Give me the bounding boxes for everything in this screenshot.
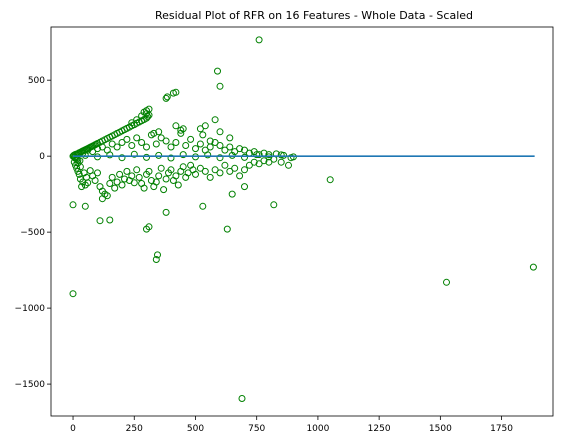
data-point xyxy=(164,94,170,100)
data-point xyxy=(200,203,206,209)
data-point xyxy=(217,143,223,149)
data-point xyxy=(188,136,194,142)
data-point xyxy=(183,143,189,149)
data-point xyxy=(271,202,277,208)
x-tick-label: 1750 xyxy=(490,424,513,434)
y-tick-label: 500 xyxy=(28,76,45,86)
data-point xyxy=(227,144,233,150)
x-tick-label: 250 xyxy=(126,424,143,434)
data-point xyxy=(193,146,199,152)
data-point xyxy=(222,162,228,168)
data-point xyxy=(112,185,118,191)
data-point xyxy=(173,123,179,129)
x-tick-label: 1250 xyxy=(368,424,391,434)
data-point xyxy=(229,191,235,197)
data-point xyxy=(99,196,105,202)
data-point xyxy=(163,176,169,182)
data-point xyxy=(107,181,113,187)
data-point xyxy=(197,141,203,147)
data-point xyxy=(95,170,101,176)
x-tick-label: 1000 xyxy=(306,424,329,434)
data-point xyxy=(134,167,140,173)
data-point xyxy=(224,226,230,232)
data-point xyxy=(97,218,103,224)
data-point xyxy=(175,182,181,188)
data-point xyxy=(163,209,169,215)
data-point xyxy=(202,168,208,174)
data-point xyxy=(141,185,147,191)
data-point xyxy=(136,174,142,180)
data-point xyxy=(232,165,238,171)
data-point xyxy=(119,182,125,188)
data-point xyxy=(109,174,115,180)
data-point xyxy=(139,140,145,146)
data-point xyxy=(286,162,292,168)
data-point xyxy=(117,171,123,177)
data-point xyxy=(217,170,223,176)
data-point xyxy=(114,144,120,150)
data-point xyxy=(242,167,248,173)
data-point xyxy=(207,144,213,150)
data-point xyxy=(156,173,162,179)
data-point xyxy=(82,203,88,209)
data-point xyxy=(530,264,536,270)
data-point xyxy=(278,159,284,165)
data-point xyxy=(200,132,206,138)
data-point xyxy=(173,140,179,146)
data-point xyxy=(193,171,199,177)
x-tick-label: 500 xyxy=(187,424,204,434)
data-point xyxy=(256,37,262,43)
data-point xyxy=(124,136,130,142)
data-point xyxy=(215,68,221,74)
data-point xyxy=(70,291,76,297)
data-point xyxy=(237,173,243,179)
data-point xyxy=(144,154,150,160)
data-point xyxy=(207,174,213,180)
y-tick-label: −1000 xyxy=(15,304,46,314)
data-point xyxy=(70,202,76,208)
chart-title: Residual Plot of RFR on 16 Features - Wh… xyxy=(155,9,473,22)
data-point xyxy=(163,138,169,144)
data-point xyxy=(124,168,130,174)
x-tick-label: 1500 xyxy=(429,424,452,434)
data-point xyxy=(242,184,248,190)
data-points xyxy=(70,37,536,402)
y-tick-label: −500 xyxy=(20,228,45,238)
plot-frame xyxy=(51,27,553,416)
data-point xyxy=(107,217,113,223)
data-point xyxy=(327,177,333,183)
data-point xyxy=(161,187,167,193)
data-point xyxy=(217,129,223,135)
y-tick-label: 0 xyxy=(39,152,45,162)
data-point xyxy=(131,180,137,186)
axes: 0 250 500 750 1000 1250 1500 1750 500 0 −500 −1000 −… xyxy=(15,27,553,434)
data-point xyxy=(242,154,248,160)
y-tick-label: −1500 xyxy=(15,380,46,390)
data-point xyxy=(92,178,98,184)
data-point xyxy=(134,135,140,141)
data-point xyxy=(144,144,150,150)
data-point xyxy=(227,135,233,141)
data-point xyxy=(168,144,174,150)
x-tick-label: 0 xyxy=(70,424,76,434)
data-point xyxy=(444,279,450,285)
data-point xyxy=(153,141,159,147)
data-point xyxy=(239,396,245,402)
data-point xyxy=(158,165,164,171)
data-point xyxy=(107,152,113,158)
x-tick-label: 750 xyxy=(248,424,265,434)
data-point xyxy=(217,83,223,89)
data-point xyxy=(129,143,135,149)
data-point xyxy=(205,152,211,158)
data-point xyxy=(173,173,179,179)
data-point xyxy=(212,117,218,123)
data-point xyxy=(202,123,208,129)
